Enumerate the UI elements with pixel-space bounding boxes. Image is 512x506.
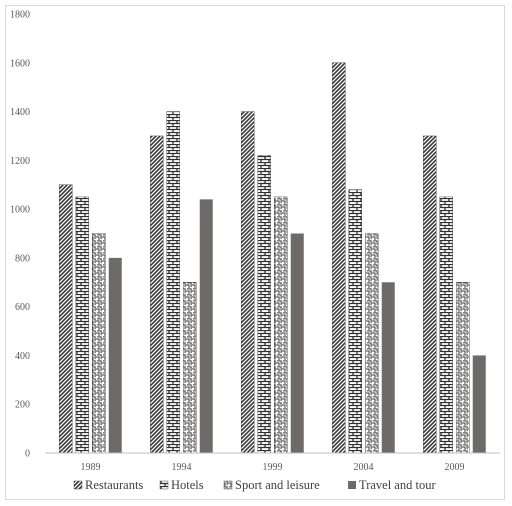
x-tick-label: 1989: [81, 462, 101, 473]
legend-label: Hotels: [171, 478, 204, 492]
legend-swatch: [223, 480, 233, 490]
bar-sport-and-leisure-1994: [183, 282, 197, 454]
bar-restaurants-1989: [59, 184, 73, 454]
bar-sport-and-leisure-1989: [92, 233, 106, 454]
bar-restaurants-1999: [241, 111, 255, 454]
y-tick-label: 800: [15, 253, 30, 264]
y-tick-label: 0: [25, 449, 30, 460]
x-tick-label: 1999: [263, 462, 283, 473]
legend: Restaurants Hotels Sport and leisure Travel…: [73, 478, 436, 492]
x-tick-label: 2004: [354, 462, 374, 473]
bar-hotels-2004: [348, 189, 362, 454]
legend-label: Travel and tour: [359, 478, 436, 492]
bar-hotels-1994: [166, 111, 180, 454]
y-tick-label: 200: [15, 400, 30, 411]
x-tick-label: 1994: [172, 462, 192, 473]
y-tick-label: 400: [15, 351, 30, 362]
bar-travel-and-tour-2009: [472, 355, 486, 453]
y-tick-label: 1000: [10, 205, 30, 216]
y-tick-label: 600: [15, 302, 30, 313]
legend-swatch: [348, 481, 356, 489]
y-tick-label: 1400: [10, 107, 30, 118]
bar-travel-and-tour-1994: [199, 199, 213, 453]
bar-hotels-1989: [75, 196, 89, 454]
legend-label: Sport and leisure: [235, 478, 320, 492]
bars: [59, 62, 486, 454]
x-tick-label: 2009: [445, 462, 465, 473]
x-axis-ticks: 1989 1994 1999 2004 2009: [81, 462, 465, 473]
y-tick-label: 1600: [10, 58, 30, 69]
y-axis-ticks: 0 200 400 600 800 1000 1200 1400 1600 1800: [10, 10, 30, 460]
bar-restaurants-1994: [150, 135, 164, 454]
legend-swatch: [159, 480, 169, 490]
y-tick-label: 1800: [10, 10, 30, 21]
bar-sport-and-leisure-1999: [274, 196, 288, 454]
bar-hotels-1999: [257, 155, 271, 454]
bar-travel-and-tour-1989: [108, 257, 122, 453]
bar-travel-and-tour-1999: [290, 233, 304, 453]
bar-sport-and-leisure-2004: [365, 233, 379, 454]
bar-sport-and-leisure-2009: [456, 282, 470, 454]
bar-restaurants-2009: [423, 135, 437, 454]
legend-label: Restaurants: [85, 478, 143, 492]
bar-restaurants-2004: [332, 62, 346, 454]
legend-swatch: [73, 480, 83, 490]
bar-travel-and-tour-2004: [381, 282, 395, 453]
y-tick-label: 1200: [10, 156, 30, 167]
bar-hotels-2009: [439, 196, 453, 454]
